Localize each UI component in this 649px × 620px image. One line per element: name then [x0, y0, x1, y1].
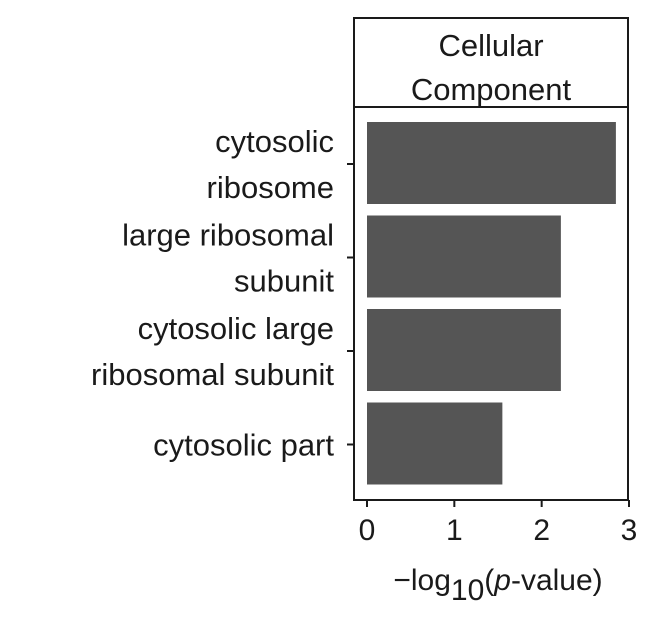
- bar: [367, 309, 561, 391]
- facet-strip: [353, 17, 629, 108]
- x-axis: 0 1 2 3: [359, 500, 638, 547]
- y-tick-label: ribosome: [207, 170, 335, 205]
- x-tick-label: 3: [621, 514, 638, 547]
- facet-title-line-1: Cellular: [438, 28, 543, 63]
- bar: [367, 215, 561, 298]
- y-tick-label: cytosolic part: [153, 428, 334, 463]
- facet-title-line-2: Component: [411, 72, 572, 107]
- y-tick-label: subunit: [234, 264, 334, 299]
- y-tick-label: large ribosomal: [122, 218, 334, 253]
- bar: [367, 122, 616, 204]
- y-tick-label: ribosomal subunit: [91, 357, 334, 392]
- y-tick-label: cytosolic: [215, 124, 334, 159]
- bar: [367, 402, 503, 485]
- y-axis: cytosolic ribosome large ribosomal subunit c…: [91, 124, 354, 463]
- x-axis-label: −log10(p-value): [393, 564, 602, 607]
- x-tick-label: 1: [446, 514, 463, 547]
- y-tick-label: cytosolic large: [138, 311, 334, 346]
- x-tick-label: 0: [359, 514, 376, 547]
- bars: [367, 122, 616, 485]
- x-tick-label: 2: [533, 514, 550, 547]
